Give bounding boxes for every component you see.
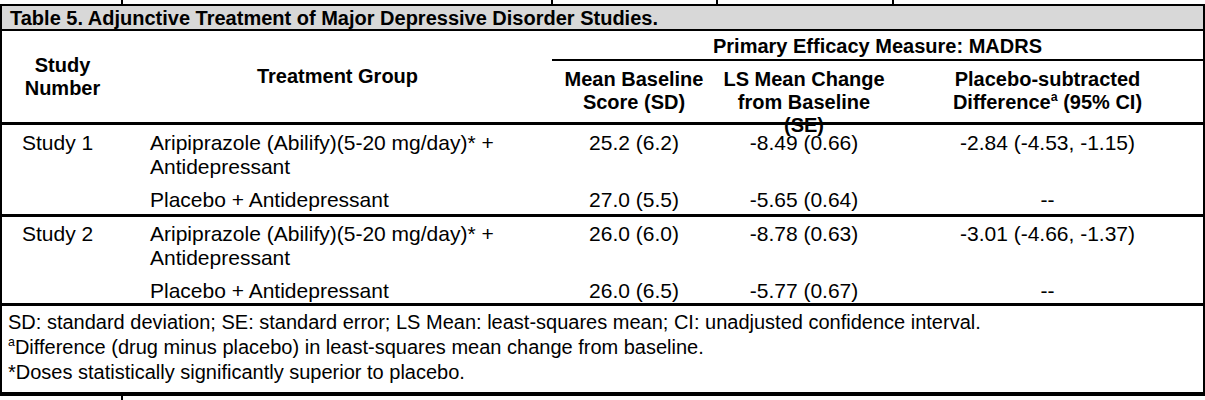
mean-baseline-cell: 27.0 (5.5) bbox=[552, 188, 716, 212]
footnote-superscript: a bbox=[8, 335, 15, 349]
treatment-line1: Aripiprazole (Abilify)(5-20 mg/day)* + bbox=[150, 222, 552, 246]
treatment-line1: Placebo + Antidepressant bbox=[150, 279, 552, 303]
table-row: Placebo + Antidepressant 26.0 (6.5) -5.7… bbox=[2, 279, 1203, 303]
ci-label: (95% CI) bbox=[1058, 91, 1142, 113]
column-header-study-line2: Number bbox=[2, 77, 123, 100]
placebo-diff-cell: -2.84 (-4.53, -1.15) bbox=[892, 131, 1203, 155]
footnote-difference-text: Difference (drug minus placebo) in least… bbox=[15, 336, 704, 358]
table-row: Study 2 Aripiprazole (Abilify)(5-20 mg/d… bbox=[2, 222, 1203, 270]
ls-mean-change-cell: -5.65 (0.64) bbox=[716, 188, 892, 212]
footnote-abbreviations: SD: standard deviation; SE: standard err… bbox=[8, 310, 1203, 335]
spanning-header-primary-efficacy: Primary Efficacy Measure: MADRS bbox=[552, 31, 1203, 61]
treatment-group-cell: Placebo + Antidepressant bbox=[123, 279, 552, 303]
treatment-line2: Antidepressant bbox=[150, 246, 552, 270]
treatment-line1: Placebo + Antidepressant bbox=[150, 188, 552, 212]
ls-mean-line1: LS Mean Change bbox=[716, 68, 892, 91]
document-page: Table 5. Adjunctive Treatment of Major D… bbox=[0, 0, 1205, 400]
difference-label: Difference bbox=[953, 91, 1051, 113]
ls-mean-change-cell: -8.78 (0.63) bbox=[716, 222, 892, 246]
study-1-block: Study 1 Aripiprazole (Abilify)(5-20 mg/d… bbox=[2, 125, 1203, 217]
mean-baseline-cell: 25.2 (6.2) bbox=[552, 131, 716, 155]
treatment-line2: Antidepressant bbox=[150, 155, 552, 179]
efficacy-table: Table 5. Adjunctive Treatment of Major D… bbox=[0, 4, 1205, 396]
ls-mean-change-cell: -5.77 (0.67) bbox=[716, 279, 892, 303]
table-title: Table 5. Adjunctive Treatment of Major D… bbox=[2, 6, 1203, 31]
column-header-mean-baseline: Mean Baseline Score (SD) bbox=[552, 68, 716, 137]
footnote-doses: *Doses statistically significantly super… bbox=[8, 360, 1203, 385]
madrs-subcolumns: Mean Baseline Score (SD) LS Mean Change … bbox=[552, 61, 1203, 137]
mean-baseline-line2: Score (SD) bbox=[552, 91, 716, 114]
placebo-subtracted-line2: Differencea (95% CI) bbox=[892, 91, 1203, 114]
placebo-diff-cell: -- bbox=[892, 279, 1203, 303]
study-number-cell: Study 2 bbox=[2, 222, 123, 246]
table-row: Placebo + Antidepressant 27.0 (5.5) -5.6… bbox=[2, 188, 1203, 212]
column-header-study-number: Study Number bbox=[2, 31, 123, 122]
mean-baseline-cell: 26.0 (6.5) bbox=[552, 279, 716, 303]
madrs-header-group: Primary Efficacy Measure: MADRS Mean Bas… bbox=[552, 31, 1203, 122]
column-header-placebo-subtracted: Placebo-subtracted Differencea (95% CI) bbox=[892, 68, 1203, 137]
treatment-group-cell: Aripiprazole (Abilify)(5-20 mg/day)* + A… bbox=[123, 131, 552, 179]
study-2-block: Study 2 Aripiprazole (Abilify)(5-20 mg/d… bbox=[2, 217, 1203, 306]
mean-baseline-line1: Mean Baseline bbox=[552, 68, 716, 91]
table-header: Study Number Treatment Group Primary Eff… bbox=[2, 31, 1203, 125]
placebo-diff-cell: -3.01 (-4.66, -1.37) bbox=[892, 222, 1203, 246]
footnote-difference: aDifference (drug minus placebo) in leas… bbox=[8, 335, 1203, 360]
column-header-treatment-group: Treatment Group bbox=[123, 31, 552, 122]
column-header-ls-mean-change: LS Mean Change from Baseline (SE) bbox=[716, 68, 892, 137]
treatment-group-cell: Placebo + Antidepressant bbox=[123, 188, 552, 212]
mean-baseline-cell: 26.0 (6.0) bbox=[552, 222, 716, 246]
placebo-subtracted-line1: Placebo-subtracted bbox=[892, 68, 1203, 91]
placebo-diff-cell: -- bbox=[892, 188, 1203, 212]
study-number-cell: Study 1 bbox=[2, 131, 123, 155]
column-header-study-line1: Study bbox=[2, 54, 123, 77]
ls-mean-change-cell: -8.49 (0.66) bbox=[716, 131, 892, 155]
treatment-line1: Aripiprazole (Abilify)(5-20 mg/day)* + bbox=[150, 131, 552, 155]
table-row: Study 1 Aripiprazole (Abilify)(5-20 mg/d… bbox=[2, 131, 1203, 179]
difference-superscript: a bbox=[1051, 90, 1058, 104]
treatment-group-cell: Aripiprazole (Abilify)(5-20 mg/day)* + A… bbox=[123, 222, 552, 270]
table-footnotes: SD: standard deviation; SE: standard err… bbox=[2, 306, 1203, 385]
